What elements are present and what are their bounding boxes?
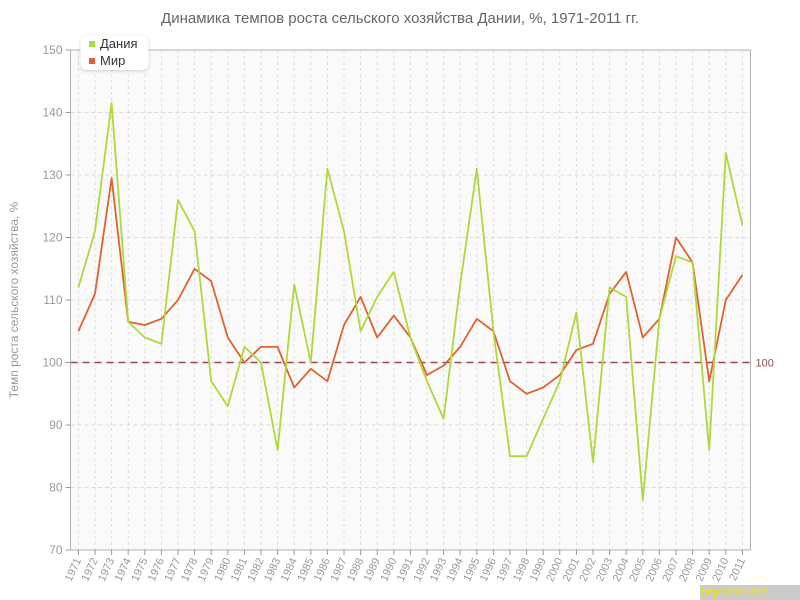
- svg-text:80: 80: [49, 481, 63, 495]
- svg-text:70: 70: [49, 543, 63, 557]
- svg-text:100: 100: [756, 358, 774, 370]
- svg-text:Динамика темпов роста сельског: Динамика темпов роста сельского хозяйств…: [161, 10, 639, 27]
- svg-text:120: 120: [42, 231, 62, 245]
- svg-text:http://be5.biz/: http://be5.biz/: [701, 587, 768, 599]
- svg-text:2011: 2011: [727, 556, 748, 583]
- svg-text:2010: 2010: [710, 556, 731, 583]
- svg-text:Дания: Дания: [100, 36, 138, 51]
- svg-text:90: 90: [49, 418, 63, 432]
- svg-text:130: 130: [42, 168, 62, 182]
- svg-text:Мир: Мир: [100, 53, 125, 68]
- svg-text:110: 110: [43, 293, 62, 307]
- svg-text:Темп роста сельского хозяйства: Темп роста сельского хозяйства, %: [7, 201, 21, 398]
- svg-text:150: 150: [42, 43, 62, 57]
- svg-text:140: 140: [42, 106, 62, 120]
- svg-text:100: 100: [42, 356, 62, 370]
